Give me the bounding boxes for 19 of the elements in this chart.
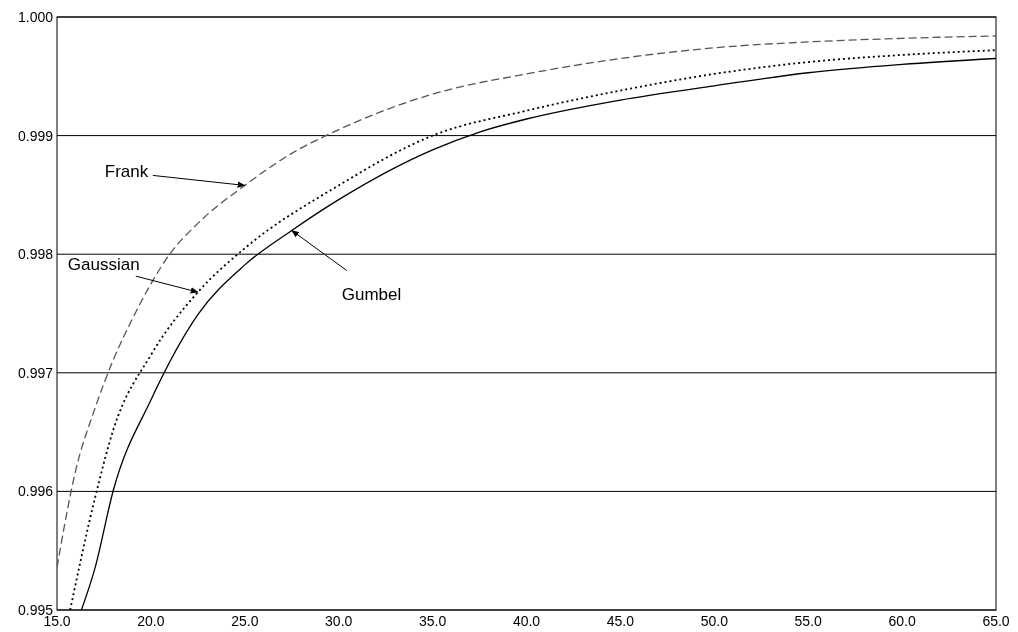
x-tick-label: 20.0	[137, 613, 165, 629]
annotation: Frank	[104, 162, 149, 182]
x-tick-label: 65.0	[982, 613, 1010, 629]
x-tick-label: 35.0	[418, 613, 447, 629]
x-tick-label: 30.0	[325, 613, 353, 629]
y-tick-label: 0.995	[17, 601, 54, 618]
annotation: Gumbel	[341, 285, 402, 305]
y-tick-label: 0.997	[17, 364, 54, 381]
x-tick-label: 25.0	[231, 613, 259, 629]
x-tick-label: 55.0	[794, 613, 823, 629]
x-tick-label: 45.0	[606, 613, 635, 629]
annotation: Gaussian	[67, 255, 140, 275]
y-tick-label: 0.996	[17, 483, 54, 500]
x-tick-label: 60.0	[888, 613, 916, 629]
x-tick-label: 50.0	[700, 613, 729, 629]
y-tick-label: 0.999	[17, 127, 54, 144]
y-tick-label: 0.998	[17, 246, 54, 263]
y-tick-label: 1.000	[17, 8, 54, 25]
x-tick-label: 40.0	[512, 613, 541, 629]
